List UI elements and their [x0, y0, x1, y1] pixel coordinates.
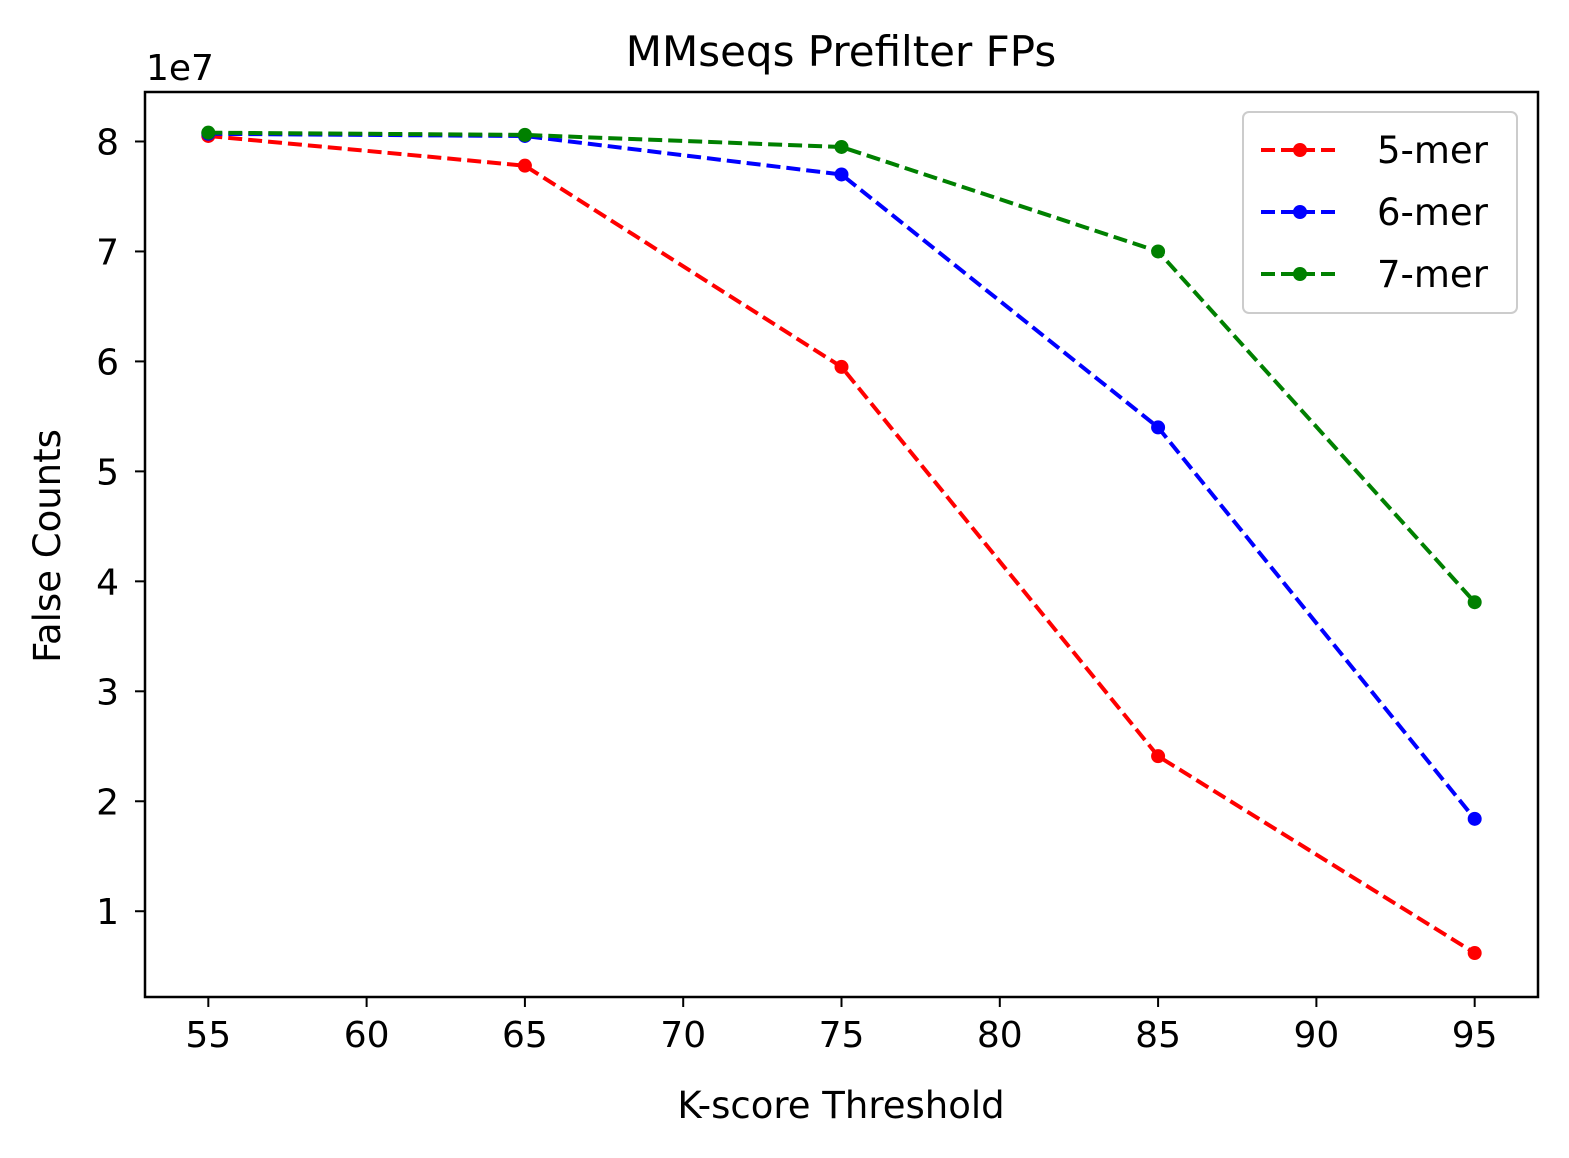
legend-box — [1242, 111, 1518, 314]
x-tick-label: 85 — [1135, 1015, 1181, 1056]
series-7-mer — [201, 125, 1482, 610]
y-tick-label: 8 — [96, 122, 119, 163]
legend-swatch-marker — [1293, 205, 1307, 219]
y-tick-label: 1 — [96, 892, 119, 933]
data-point — [1467, 595, 1482, 610]
x-axis-label: K-score Threshold — [677, 1084, 1004, 1127]
y-tick-label: 6 — [96, 342, 119, 383]
legend-swatch-marker — [1293, 143, 1307, 157]
y-tick-label: 7 — [96, 232, 119, 273]
data-point — [834, 167, 849, 182]
data-point — [517, 127, 532, 142]
x-tick-label: 60 — [344, 1015, 390, 1056]
legend-label: 7-mer — [1377, 253, 1489, 296]
y-tick-label: 3 — [96, 672, 119, 713]
data-point — [834, 359, 849, 374]
data-point — [201, 125, 216, 140]
y-axis-offset-label: 1e7 — [146, 48, 214, 89]
y-axis-label: False Counts — [26, 429, 69, 663]
plot-area — [201, 125, 1482, 961]
data-point — [1151, 749, 1166, 764]
x-tick-label: 95 — [1452, 1015, 1498, 1056]
y-tick-label: 5 — [96, 452, 119, 493]
legend-label: 5-mer — [1377, 129, 1489, 172]
axis-ticks: 55 60 65 70 75 80 85 90 95 1 2 3 4 5 6 7 8 — [96, 122, 1497, 1056]
x-tick-label: 55 — [185, 1015, 231, 1056]
chart-title: MMseqs Prefilter FPs — [626, 27, 1057, 76]
y-tick-label: 4 — [96, 562, 119, 603]
y-tick-label: 2 — [96, 782, 119, 823]
x-tick-label: 65 — [502, 1015, 548, 1056]
data-point — [1467, 811, 1482, 826]
x-tick-label: 90 — [1293, 1015, 1339, 1056]
data-point — [1467, 946, 1482, 961]
x-tick-label: 80 — [977, 1015, 1023, 1056]
data-point — [1151, 420, 1166, 435]
legend-swatch-marker — [1293, 267, 1307, 281]
legend-label: 6-mer — [1377, 191, 1489, 234]
data-point — [517, 158, 532, 173]
data-point — [834, 139, 849, 154]
data-point — [1151, 244, 1166, 259]
x-tick-label: 70 — [660, 1015, 706, 1056]
legend: 5-mer 6-mer 7-mer — [1242, 111, 1518, 314]
x-tick-label: 75 — [819, 1015, 865, 1056]
